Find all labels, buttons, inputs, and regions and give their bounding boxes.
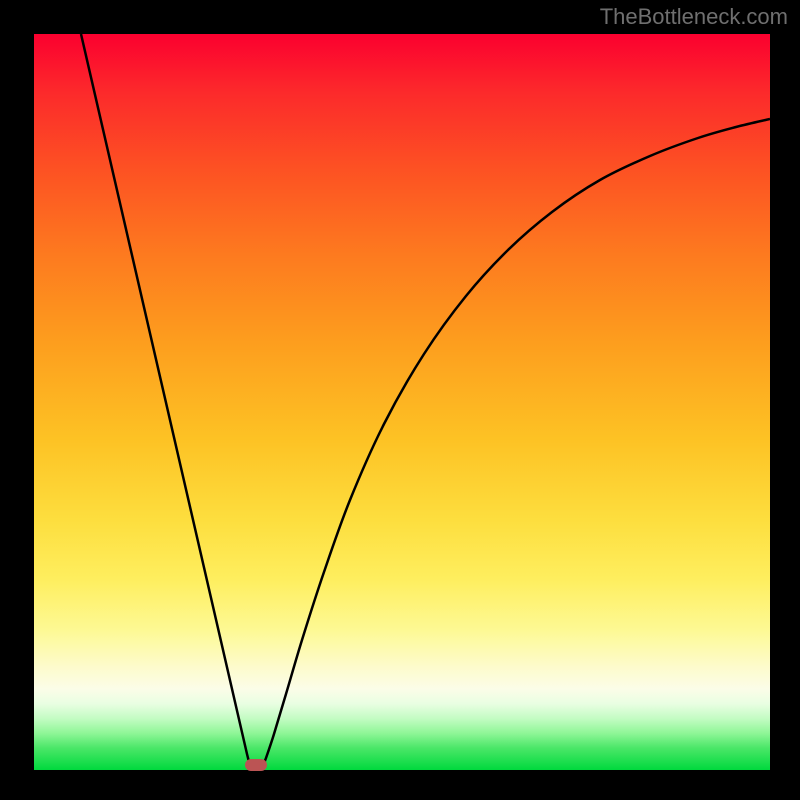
minimum-marker [245, 759, 267, 771]
bottleneck-curve [81, 34, 770, 765]
curve-svg [34, 34, 770, 770]
watermark-text: TheBottleneck.com [600, 4, 788, 30]
plot-area [34, 34, 770, 770]
